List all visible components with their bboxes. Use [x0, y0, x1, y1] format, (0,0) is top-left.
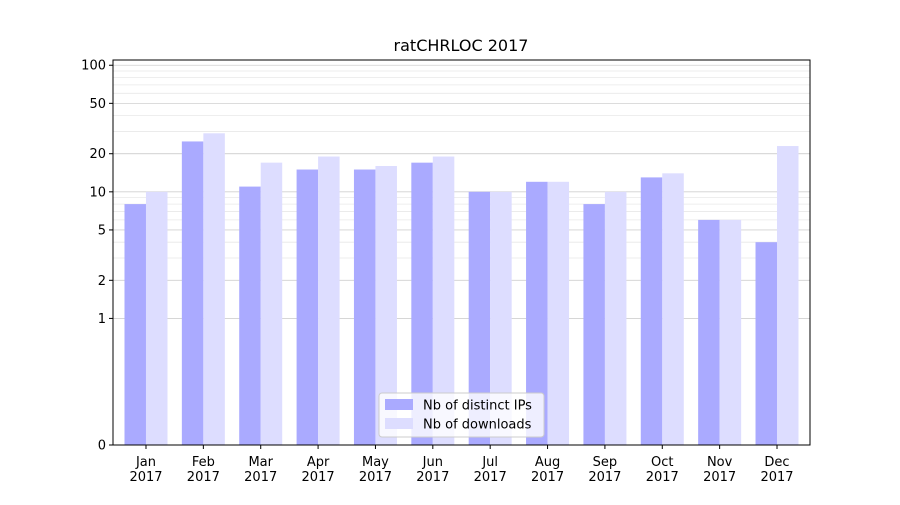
- x-tick-year: 2017: [760, 470, 793, 485]
- bar: [145, 191, 168, 445]
- x-tick-month: Oct: [651, 455, 673, 470]
- x-tick-month: Mar: [248, 455, 273, 470]
- x-tick-month: Sep: [593, 455, 618, 470]
- x-tick-label: Mar 2017: [244, 455, 277, 485]
- bar: [375, 165, 397, 446]
- x-tick-month: Jun: [422, 455, 443, 470]
- y-tick-label: 0: [98, 439, 106, 454]
- x-tick-label: May 2017: [359, 455, 392, 485]
- bar: [755, 242, 778, 445]
- legend-box: [378, 392, 545, 438]
- bar: [318, 156, 340, 446]
- x-tick-label: Jan 2017: [129, 455, 162, 485]
- bar: [604, 191, 627, 445]
- x-tick-label: Apr 2017: [302, 455, 335, 485]
- chart-title: ratCHRLOC 2017: [394, 36, 529, 55]
- x-tick-month: Apr: [307, 455, 330, 470]
- x-tick-month: Nov: [707, 455, 733, 470]
- bar: [203, 133, 225, 445]
- x-tick-month: Jul: [481, 455, 498, 470]
- y-tick-label: 50: [89, 97, 106, 112]
- x-tick-label: Feb 2017: [187, 455, 220, 485]
- bar: [547, 181, 570, 445]
- x-tick-year: 2017: [646, 470, 679, 485]
- y-tick-label: 2: [98, 274, 106, 289]
- y-tick-label: 5: [98, 223, 106, 238]
- x-tick-year: 2017: [302, 470, 335, 485]
- bar: [411, 162, 433, 445]
- y-tick-label: 20: [89, 147, 106, 162]
- x-tick-year: 2017: [187, 470, 220, 485]
- x-tick-month: Dec: [764, 455, 789, 470]
- y-tick-label: 1: [98, 312, 106, 327]
- x-tick-label: Jul 2017: [474, 455, 507, 485]
- x-tick-month: Feb: [192, 455, 215, 470]
- x-tick-month: Jan: [135, 455, 156, 470]
- bar: [490, 191, 512, 445]
- x-tick-year: 2017: [359, 470, 392, 485]
- bars: [124, 133, 799, 446]
- x-tick-label: Jun 2017: [416, 455, 449, 485]
- legend-label: Nb of distinct IPs: [423, 399, 532, 414]
- x-tick-label: Dec 2017: [760, 455, 793, 485]
- legend-label: Nb of downloads: [423, 418, 532, 433]
- x-tick-label: Oct 2017: [646, 455, 679, 485]
- bar: [296, 169, 319, 445]
- x-tick-month: Aug: [535, 455, 560, 470]
- bar: [124, 204, 146, 445]
- bar: [432, 156, 455, 446]
- x-tick-year: 2017: [703, 470, 736, 485]
- legend-swatch: [385, 399, 413, 410]
- legend: Nb of distinct IPs Nb of downloads: [378, 392, 545, 438]
- x-tick-label: Sep 2017: [588, 455, 621, 485]
- x-tick-label: Nov 2017: [703, 455, 736, 485]
- bar: [777, 146, 799, 445]
- plot-frame: [112, 59, 811, 446]
- bar: [260, 162, 283, 445]
- bar: [181, 141, 204, 445]
- bar: [468, 191, 491, 445]
- bar: [698, 219, 720, 445]
- x-tick-year: 2017: [531, 470, 564, 485]
- x-tick-month: May: [362, 455, 389, 470]
- bar: [719, 219, 742, 445]
- bar: [526, 181, 548, 445]
- x-tick-year: 2017: [129, 470, 162, 485]
- legend-swatch: [385, 418, 413, 429]
- x-tick-year: 2017: [474, 470, 507, 485]
- bar: [239, 186, 261, 446]
- x-tick-year: 2017: [416, 470, 449, 485]
- y-tick-label: 100: [81, 59, 106, 74]
- grid-lines: [113, 64, 810, 319]
- bar: [353, 169, 376, 445]
- bar: [640, 177, 663, 446]
- bar: [662, 173, 684, 445]
- y-tick-label: 10: [89, 185, 106, 200]
- x-tick-year: 2017: [244, 470, 277, 485]
- x-tick-year: 2017: [588, 470, 621, 485]
- bar: [583, 204, 605, 445]
- x-tick-label: Aug 2017: [531, 455, 564, 485]
